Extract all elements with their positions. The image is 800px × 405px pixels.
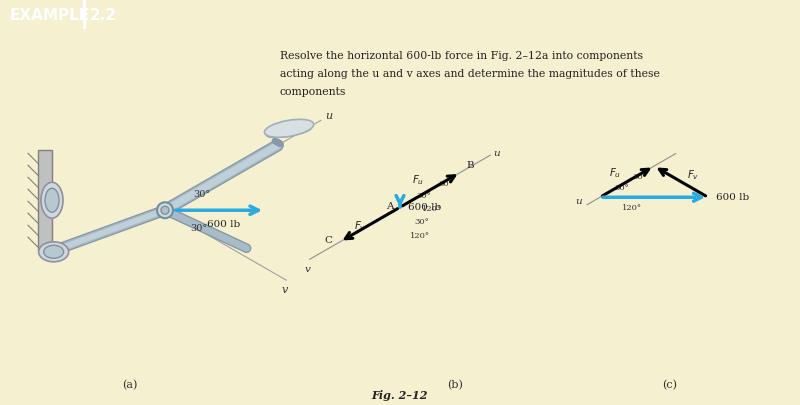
Text: (b): (b)	[447, 379, 463, 389]
Text: v: v	[305, 264, 310, 274]
Ellipse shape	[41, 183, 63, 219]
Ellipse shape	[264, 120, 314, 138]
Text: 30°: 30°	[438, 179, 453, 187]
Text: (c): (c)	[662, 379, 678, 389]
Text: B: B	[466, 160, 474, 169]
Text: 30°: 30°	[416, 192, 430, 200]
Ellipse shape	[44, 246, 64, 259]
Text: 2.2: 2.2	[90, 8, 117, 23]
Text: $F_v$: $F_v$	[354, 219, 366, 233]
Circle shape	[157, 203, 173, 219]
Text: 600 lb: 600 lb	[716, 193, 750, 202]
Text: v: v	[282, 284, 287, 294]
Text: u: u	[494, 149, 500, 158]
Text: acting along the u and v axes and determine the magnitudes of these: acting along the u and v axes and determ…	[280, 69, 660, 79]
FancyBboxPatch shape	[38, 151, 52, 251]
Text: 30°: 30°	[414, 217, 429, 226]
Circle shape	[161, 207, 169, 215]
Text: 120°: 120°	[410, 232, 430, 240]
Text: EXAMPLE: EXAMPLE	[10, 8, 90, 23]
Text: $F_v$: $F_v$	[687, 168, 699, 182]
Text: 30°: 30°	[632, 173, 646, 181]
Text: C: C	[324, 236, 332, 245]
Ellipse shape	[45, 189, 59, 213]
Text: 600 lb: 600 lb	[408, 203, 442, 212]
Text: 30°: 30°	[193, 190, 210, 199]
Text: $F_u$: $F_u$	[412, 173, 424, 186]
Text: u: u	[575, 196, 582, 205]
Text: 30°: 30°	[190, 224, 207, 232]
Ellipse shape	[266, 126, 312, 139]
Text: (a): (a)	[122, 379, 138, 389]
Text: Resolve the horizontal 600-lb force in Fig. 2–12a into components: Resolve the horizontal 600-lb force in F…	[280, 51, 643, 61]
Text: 30°: 30°	[614, 184, 629, 192]
Text: u: u	[325, 111, 332, 121]
Text: 600 lb: 600 lb	[207, 220, 241, 229]
Text: 120°: 120°	[422, 205, 442, 213]
Text: 120°: 120°	[622, 204, 642, 212]
Text: Fig. 2–12: Fig. 2–12	[372, 389, 428, 400]
Text: $F_u$: $F_u$	[609, 166, 622, 180]
Ellipse shape	[38, 242, 69, 262]
Text: A: A	[386, 201, 394, 210]
Text: components: components	[280, 87, 346, 97]
